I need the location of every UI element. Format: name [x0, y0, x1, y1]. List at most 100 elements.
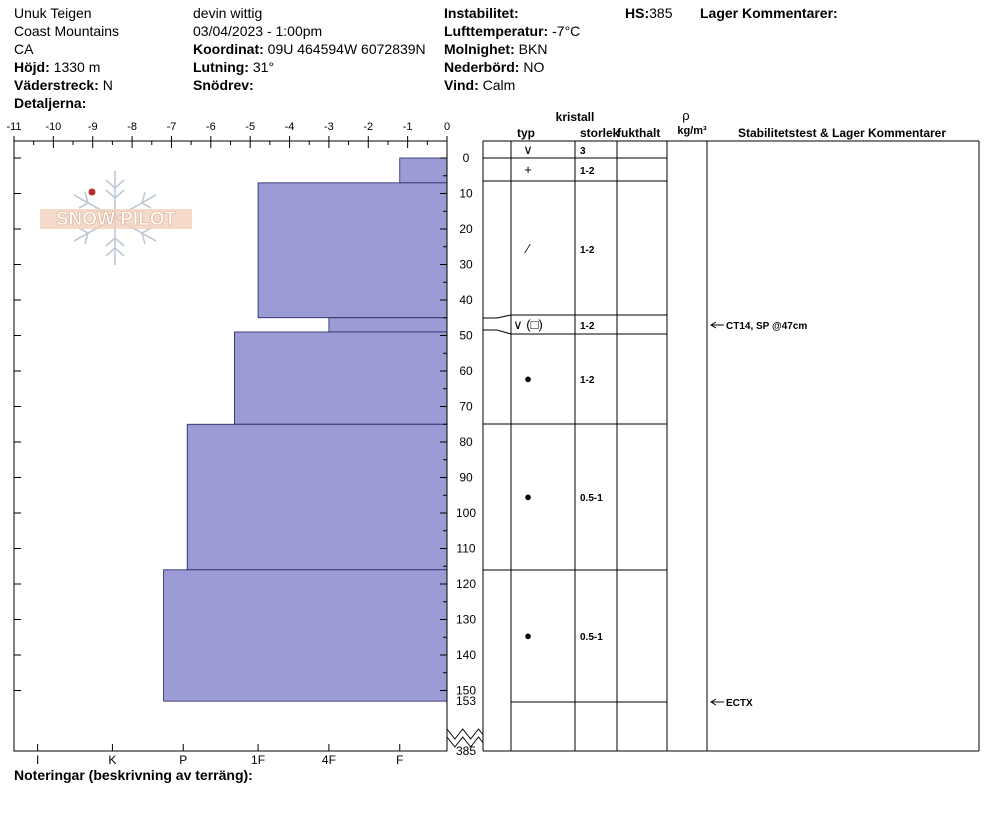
grain-size: 1-2	[580, 375, 595, 386]
temp-tick-label: -4	[285, 121, 295, 133]
wind-label: Vind:	[444, 77, 479, 93]
air-temp: Lufttemperatur: -7°C	[444, 22, 580, 40]
stability-test-label: CT14, SP @47cm	[726, 321, 807, 332]
wind: Vind: Calm	[444, 76, 580, 94]
sky: Molnighet: BKN	[444, 40, 580, 58]
temperature-axis: -11 -10 -9 -8 -7 -6 -5 -4 -3 -2 -1 0	[6, 121, 450, 148]
sky-value: BKN	[518, 41, 548, 57]
hardness-bars	[163, 157, 448, 702]
temp-tick-label: -8	[127, 121, 137, 133]
grain-type-symbol: ⁄	[524, 241, 531, 256]
region: CA	[14, 41, 34, 57]
hardness-tick-label: K	[108, 753, 116, 767]
temp-tick-label: -11	[6, 121, 21, 133]
hardness-bar-5	[163, 569, 448, 702]
elevation: Höjd: 1330 m	[14, 58, 119, 76]
temp-tick-label: -3	[324, 121, 334, 133]
observer-name: Unuk Teigen	[14, 5, 92, 21]
hardness-tick-label: 4F	[322, 753, 336, 767]
temp-tick-label: -7	[167, 121, 177, 133]
temp-tick-label: -6	[206, 121, 216, 133]
depth-tick-label: 30	[459, 258, 473, 272]
layer-comments-label: Lager Kommentarer:	[700, 5, 838, 21]
grain-size: 1-2	[580, 321, 595, 332]
grain-size: 3	[580, 146, 586, 157]
temp-tick-label: -9	[88, 121, 98, 133]
depth-tick-label: 20	[459, 222, 473, 236]
hardness-bar-3	[234, 331, 448, 425]
col-rho: ρ	[682, 108, 689, 123]
hardness-bar-1	[257, 182, 448, 319]
header-middle: devin wittig 03/04/2023 - 1:00pm Koordin…	[193, 4, 426, 94]
stability-test-label: ECTX	[726, 698, 753, 709]
header-right: Instabilitet: Lufttemperatur: -7°C Molni…	[444, 4, 580, 94]
hs-value: 385	[649, 5, 673, 21]
col-density-unit: kg/m³	[677, 125, 707, 137]
depth-tick-label: 90	[459, 471, 473, 485]
stability-test-arrowhead	[710, 698, 717, 706]
depth-bottom-label: 153	[456, 694, 476, 708]
snow-height: HS:385	[625, 4, 672, 22]
layer-table: ∨ 3 + 1-2 ⁄ 1-2 ∨ (□) 1-2 ● 1-2 ● 0.5-1 ● 0.5-1	[482, 140, 980, 752]
depth-tick-label: 130	[456, 613, 476, 627]
air-temp-label: Lufttemperatur:	[444, 23, 549, 39]
grain-size: 1-2	[580, 245, 595, 256]
air-temp-value: -7°C	[552, 23, 581, 39]
depth-tick-label: 70	[459, 400, 473, 414]
depth-tick-label: 0	[463, 151, 470, 165]
layer-connector	[483, 329, 512, 335]
depth-tick-label: 50	[459, 329, 473, 343]
precip: Nederbörd: NO	[444, 58, 580, 76]
grain-type-symbol: +	[524, 162, 532, 177]
temp-tick-label: -10	[45, 121, 61, 133]
mountain-range: Coast Mountains	[14, 23, 120, 39]
table-bg	[483, 141, 979, 751]
grain-type-symbol: ●	[524, 371, 532, 386]
elevation-label: Höjd:	[14, 59, 50, 75]
instability-label: Instabilitet:	[444, 5, 519, 21]
grain-type-symbol: ●	[524, 628, 532, 643]
hardness-tick-label: P	[179, 753, 187, 767]
aspect-label: Väderstreck:	[14, 77, 99, 93]
stability-tests: CT14, SP @47cm ECTX	[710, 321, 807, 709]
sky-label: Molnighet:	[444, 41, 515, 57]
slope: Lutning: 31°	[193, 58, 426, 76]
depth-tick-label: 100	[456, 506, 476, 520]
coordinates: Koordinat: 09U 464594W 6072839N	[193, 40, 426, 58]
grain-type-symbol: ∨ (□)	[513, 317, 543, 332]
coord-label: Koordinat:	[193, 41, 264, 57]
hardness-axis: I K P 1F 4F F	[36, 744, 403, 767]
grain-size: 1-2	[580, 166, 595, 177]
hardness-bar-4	[186, 423, 448, 571]
grain-size: 0.5-1	[580, 493, 603, 504]
aspect: Väderstreck: N	[14, 76, 119, 94]
wind-value: Calm	[482, 77, 516, 93]
temp-tick-label: -1	[403, 121, 413, 133]
layer-connector	[483, 314, 512, 319]
depth-tick-label: 140	[456, 648, 476, 662]
hardness-tick-label: F	[396, 753, 403, 767]
depth-tick-label: 110	[456, 542, 475, 556]
hardness-tick-label: 1F	[251, 753, 265, 767]
grain-type-symbol: ∨	[523, 142, 533, 157]
stability-test-arrowhead	[710, 321, 717, 329]
precip-label: Nederbörd:	[444, 59, 520, 75]
hardness-tick-label: I	[36, 753, 39, 767]
depth-tick-label: 40	[459, 293, 473, 307]
col-moisture: fukthalt	[617, 126, 660, 140]
logo-band	[40, 209, 192, 229]
observation-datetime: 03/04/2023 - 1:00pm	[193, 23, 323, 39]
col-type: typ	[517, 126, 535, 140]
depth-tick-label: 10	[459, 187, 473, 201]
hs-label: HS:	[625, 5, 650, 21]
hardness-bar-2	[328, 317, 448, 333]
drift-label: Snödrev:	[193, 77, 254, 93]
col-stability: Stabilitetstest & Lager Kommentarer	[738, 126, 946, 140]
header-left: Unuk Teigen Coast Mountains CA Höjd: 133…	[14, 4, 119, 112]
elevation-value: 1330 m	[53, 59, 101, 75]
depth-tick-label: 80	[459, 435, 473, 449]
grain-size: 0.5-1	[580, 632, 603, 643]
snowpilot-logo: SNOW PILOT	[40, 171, 192, 265]
col-crystal: kristall	[556, 110, 595, 124]
